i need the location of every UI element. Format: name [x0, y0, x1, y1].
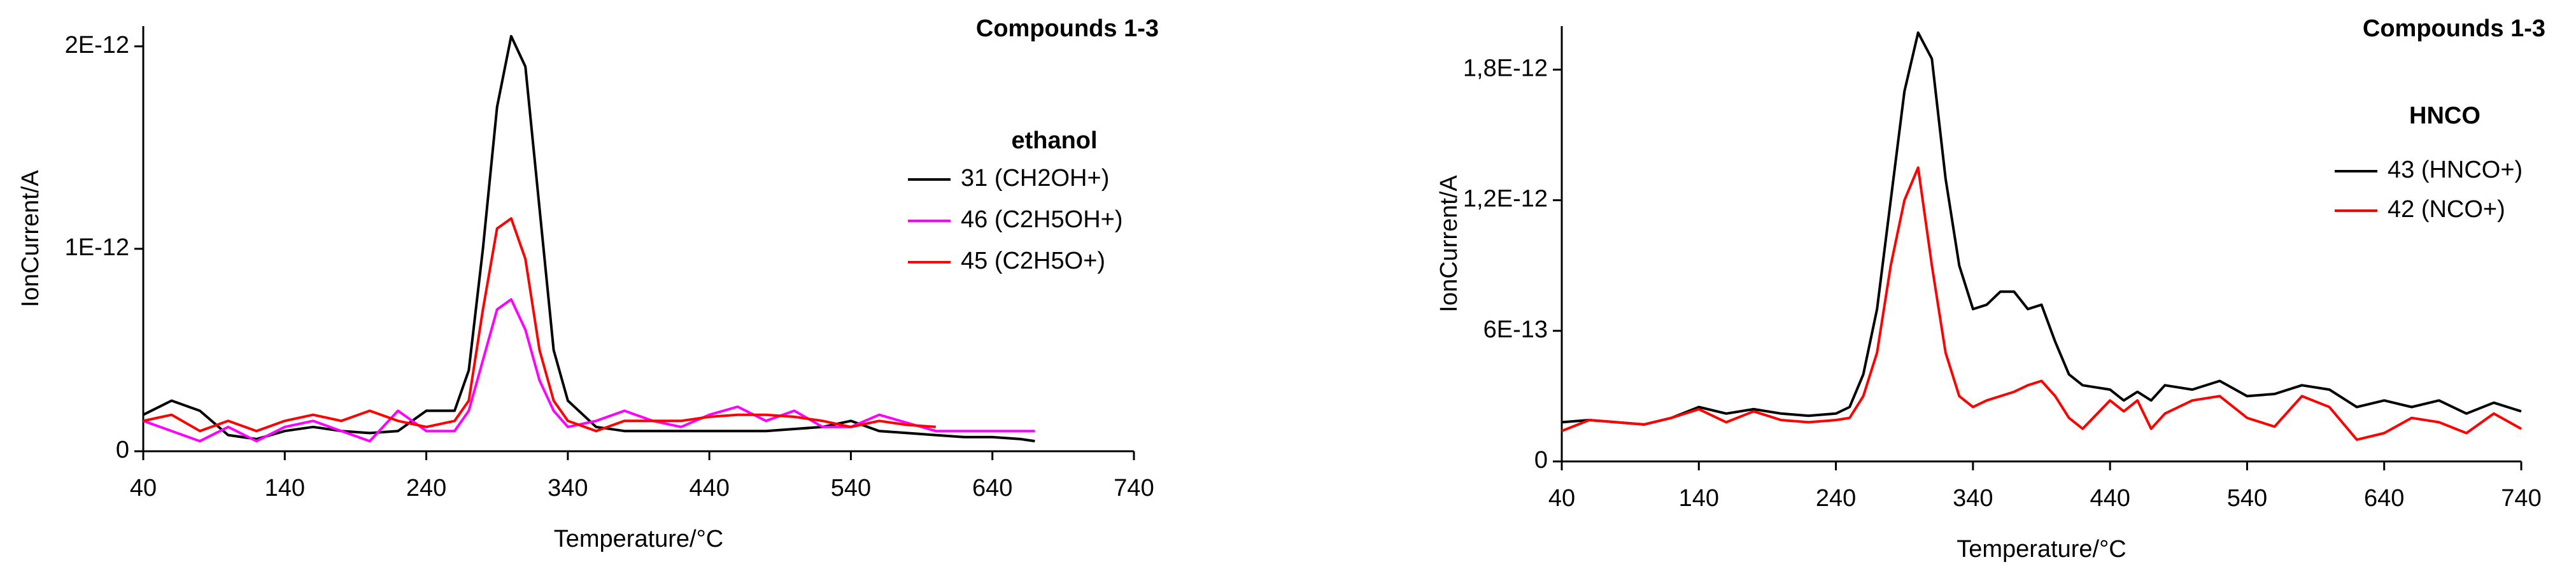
- series-line: [1561, 166, 2522, 441]
- legend-title: HNCO: [2409, 102, 2480, 129]
- y-axis-label: IonCurrent/A: [1436, 175, 1462, 313]
- x-tick-label: 640: [2364, 485, 2404, 512]
- y-axis-label: IonCurrent/A: [17, 170, 44, 307]
- y-tick-label: 6E-13: [1483, 316, 1548, 343]
- series-line: [143, 298, 1035, 443]
- x-tick-label: 540: [831, 475, 871, 502]
- legend-label: 45 (C2H5O+): [961, 248, 1105, 274]
- x-tick-label: 740: [1114, 475, 1154, 502]
- x-axis-label: Temperature/°C: [554, 526, 724, 552]
- x-tick-label: 640: [972, 475, 1012, 502]
- x-tick-label: 140: [265, 475, 305, 502]
- y-tick-label: 0: [116, 437, 129, 463]
- legend-label: 43 (HNCO+): [2388, 157, 2523, 183]
- series-line: [143, 34, 1035, 443]
- y-tick-label: 1,8E-12: [1463, 55, 1548, 81]
- y-tick-label: 1,2E-12: [1463, 186, 1548, 213]
- y-tick-label: 0: [1534, 447, 1548, 474]
- x-tick-label: 440: [689, 475, 729, 502]
- legend-label: 31 (CH2OH+): [961, 165, 1109, 192]
- chart-title: Compounds 1-3: [2363, 15, 2545, 42]
- series-line: [1561, 31, 2522, 426]
- x-tick-label: 540: [2227, 485, 2267, 512]
- x-tick-label: 340: [1953, 485, 1993, 512]
- y-tick-label: 1E-12: [65, 234, 129, 261]
- x-tick-label: 40: [1548, 485, 1575, 512]
- x-tick-label: 340: [548, 475, 588, 502]
- legend-label: 42 (NCO+): [2388, 196, 2505, 223]
- x-tick-label: 140: [1679, 485, 1719, 512]
- x-tick-label: 440: [2090, 485, 2130, 512]
- x-tick-label: 40: [130, 475, 157, 502]
- x-axis-label: Temperature/°C: [1957, 536, 2127, 563]
- x-tick-label: 740: [2501, 485, 2541, 512]
- series-line: [143, 217, 936, 433]
- chart-title: Compounds 1-3: [976, 15, 1159, 42]
- x-tick-label: 240: [406, 475, 446, 502]
- y-tick-label: 2E-12: [65, 32, 129, 59]
- x-tick-label: 240: [1816, 485, 1856, 512]
- legend-title: ethanol: [1011, 127, 1097, 154]
- legend-label: 46 (C2H5OH+): [961, 206, 1122, 233]
